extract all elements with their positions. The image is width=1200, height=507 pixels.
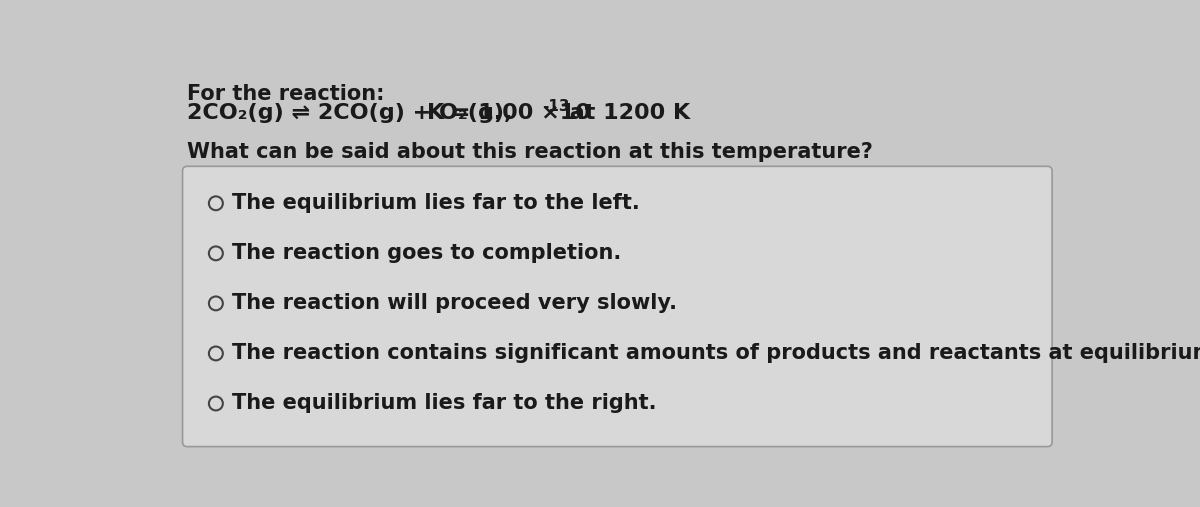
Text: at 1200 K: at 1200 K	[563, 103, 690, 123]
Text: The reaction contains significant amounts of products and reactants at equilibri: The reaction contains significant amount…	[232, 343, 1200, 364]
Text: For the reaction:: For the reaction:	[187, 84, 385, 104]
Text: 2CO₂(g) ⇌ 2CO(g) + O₂(g),: 2CO₂(g) ⇌ 2CO(g) + O₂(g),	[187, 103, 512, 123]
Text: K = 1.00 ×10: K = 1.00 ×10	[427, 103, 592, 123]
Text: The reaction goes to completion.: The reaction goes to completion.	[232, 243, 622, 263]
Text: The equilibrium lies far to the right.: The equilibrium lies far to the right.	[232, 393, 656, 414]
Text: The equilibrium lies far to the left.: The equilibrium lies far to the left.	[232, 193, 640, 213]
FancyBboxPatch shape	[182, 166, 1052, 447]
Text: -13: -13	[542, 98, 570, 114]
Text: The reaction will proceed very slowly.: The reaction will proceed very slowly.	[232, 294, 677, 313]
Text: What can be said about this reaction at this temperature?: What can be said about this reaction at …	[187, 141, 874, 162]
